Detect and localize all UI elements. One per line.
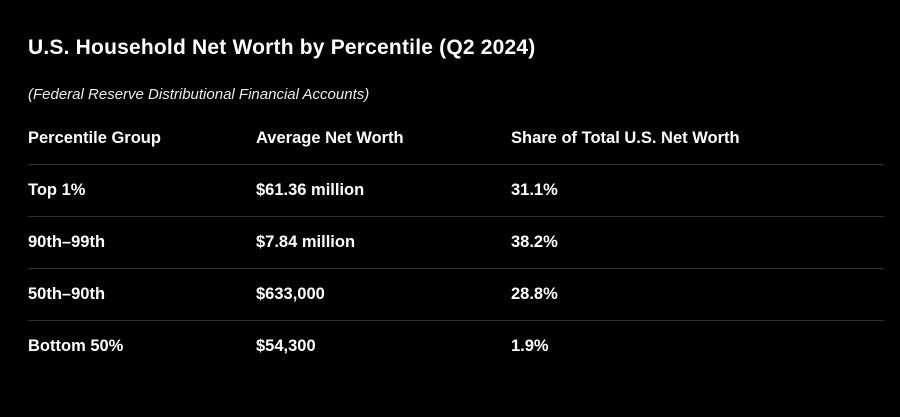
net-worth-table: Percentile Group Average Net Worth Share…: [28, 113, 884, 372]
table-header-row: Percentile Group Average Net Worth Share…: [28, 113, 884, 165]
cell-percentile-group: Top 1%: [28, 181, 86, 199]
cell-share-of-total: 38.2%: [511, 233, 558, 251]
cell-average-net-worth: $633,000: [256, 285, 325, 303]
table-row: Bottom 50% $54,300 1.9%: [28, 321, 884, 373]
table-row: 50th–90th $633,000 28.8%: [28, 269, 884, 321]
header-average-net-worth: Average Net Worth: [256, 129, 404, 147]
page-title: U.S. Household Net Worth by Percentile (…: [28, 36, 536, 59]
table-row: Top 1% $61.36 million 31.1%: [28, 165, 884, 217]
cell-share-of-total: 31.1%: [511, 181, 558, 199]
cell-share-of-total: 1.9%: [511, 337, 549, 355]
header-share-of-total: Share of Total U.S. Net Worth: [511, 129, 740, 147]
cell-percentile-group: 90th–99th: [28, 233, 106, 251]
cell-average-net-worth: $7.84 million: [256, 233, 356, 251]
header-percentile-group: Percentile Group: [28, 129, 161, 147]
table-row: 90th–99th $7.84 million 38.2%: [28, 217, 884, 269]
cell-share-of-total: 28.8%: [511, 285, 558, 303]
cell-percentile-group: 50th–90th: [28, 285, 106, 303]
cell-average-net-worth: $61.36 million: [256, 181, 365, 199]
cell-average-net-worth: $54,300: [256, 337, 316, 355]
page-subtitle: (Federal Reserve Distributional Financia…: [28, 86, 370, 103]
cell-percentile-group: Bottom 50%: [28, 337, 124, 355]
